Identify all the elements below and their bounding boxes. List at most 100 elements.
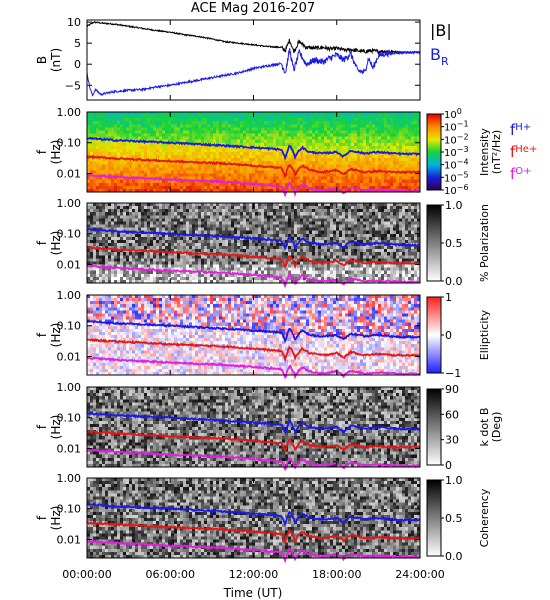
spectrogram-cell <box>306 142 310 147</box>
spectrogram-cell <box>168 118 172 122</box>
spectrogram-cell <box>270 124 274 128</box>
colorbar <box>426 113 442 191</box>
spectrogram-cell <box>177 112 181 116</box>
spectrogram-cell <box>180 152 184 156</box>
spectrogram-cell <box>135 152 139 156</box>
spectrogram-cell <box>237 173 241 178</box>
spectrogram-cell <box>174 142 178 147</box>
spectrogram-cell <box>273 182 277 187</box>
spectrogram-cell <box>285 115 289 119</box>
spectrogram-cell <box>90 118 94 122</box>
spectrogram-cell <box>207 136 211 141</box>
spectrogram-cell <box>276 152 280 156</box>
spectrogram-cell <box>261 176 265 181</box>
spectrogram-cell <box>189 173 193 178</box>
spectrogram-cell <box>90 121 94 125</box>
spectrogram-cell <box>192 130 196 135</box>
spectrogram-cell <box>279 115 283 119</box>
spectrogram-cell <box>186 158 190 162</box>
spectrogram-cell <box>195 136 199 141</box>
spectrogram-cell <box>291 124 295 128</box>
spectrogram-cell <box>270 161 274 165</box>
spectrogram-cell <box>189 145 193 150</box>
spectrogram-cell <box>219 185 223 190</box>
spectrogram-cell <box>267 121 271 125</box>
spectrogram-cell <box>201 124 205 128</box>
spectrogram-cell <box>117 112 121 116</box>
spectrogram-cell <box>216 188 220 193</box>
spectrogram-cell <box>171 179 175 184</box>
spectrogram-cell <box>273 148 277 153</box>
spectrogram-cell <box>234 155 238 159</box>
spectrogram-cell <box>285 173 289 178</box>
spectrogram-cell <box>195 133 199 138</box>
spectrogram-cell <box>96 170 100 175</box>
spectrogram-cell <box>153 185 157 190</box>
spectrogram-cell <box>123 164 127 168</box>
spectrogram-cell <box>216 185 220 190</box>
spectrogram-cell <box>273 185 277 190</box>
spectrogram-cell <box>114 173 118 178</box>
spectrogram-cell <box>174 185 178 190</box>
spectrogram-cell <box>246 133 250 138</box>
spectrogram-cell <box>177 133 181 138</box>
spectrogram-cell <box>195 173 199 178</box>
spectrogram-cell <box>198 164 202 168</box>
spectrogram-cell <box>282 127 286 132</box>
spectrogram-cell <box>222 136 226 141</box>
spectrogram-cell <box>249 188 253 193</box>
spectrogram-cell <box>243 167 247 172</box>
spectrogram-cell <box>153 142 157 147</box>
spectrogram-cell <box>303 185 307 190</box>
spectrogram-cell <box>126 164 130 168</box>
spectrogram-cell <box>105 170 109 175</box>
spectrogram-cell <box>279 182 283 187</box>
spectrogram-cell <box>141 115 145 119</box>
spectrogram-cell <box>174 124 178 128</box>
spectrogram-cell <box>264 155 268 159</box>
spectrogram-cell <box>276 118 280 122</box>
spectrogram-cell <box>201 155 205 159</box>
spectrogram-cell <box>126 127 130 132</box>
spectrogram-cell <box>282 118 286 122</box>
spectrogram-cell <box>168 142 172 147</box>
spectrogram-cell <box>126 185 130 190</box>
spectrogram-cell <box>105 188 109 193</box>
spectrogram-cell <box>144 170 148 175</box>
spectrogram-cell <box>225 148 229 153</box>
spectrogram-cell <box>207 173 211 178</box>
spectrogram-cell <box>291 188 295 193</box>
spectrogram-cell <box>189 142 193 147</box>
spectrogram-cell <box>237 130 241 135</box>
spectrogram-cell <box>276 112 280 116</box>
spectrogram-cell <box>189 121 193 125</box>
spectrogram-cell <box>207 118 211 122</box>
spectrogram-cell <box>243 155 247 159</box>
spectrogram-cell <box>276 173 280 178</box>
spectrogram-cell <box>219 164 223 168</box>
spectrogram-cell <box>174 121 178 125</box>
spectrogram-cell <box>102 127 106 132</box>
spectrogram-cell <box>303 133 307 138</box>
spectrogram-cell <box>192 127 196 132</box>
spectrogram-cell <box>102 124 106 128</box>
spectrogram-cell <box>141 167 145 172</box>
spectrogram-cell <box>213 185 217 190</box>
spectrogram-cell <box>306 152 310 156</box>
spectrogram-cell <box>222 124 226 128</box>
spectrogram-cell <box>189 130 193 135</box>
spectrogram-cell <box>180 182 184 187</box>
spectrogram-cell <box>105 127 109 132</box>
spectrogram-cell <box>279 112 283 116</box>
spectrogram-cell <box>252 170 256 175</box>
spectrogram-cell <box>132 124 136 128</box>
spectrogram-cell <box>186 182 190 187</box>
spectrogram-cell <box>192 115 196 119</box>
spectrogram-cell <box>204 115 208 119</box>
spectrogram-cell <box>234 130 238 135</box>
spectrogram-cell <box>177 155 181 159</box>
spectrogram-cell <box>147 188 151 193</box>
spectrogram-cell <box>192 152 196 156</box>
spectrogram-cell <box>165 130 169 135</box>
spectrogram-cell <box>123 155 127 159</box>
